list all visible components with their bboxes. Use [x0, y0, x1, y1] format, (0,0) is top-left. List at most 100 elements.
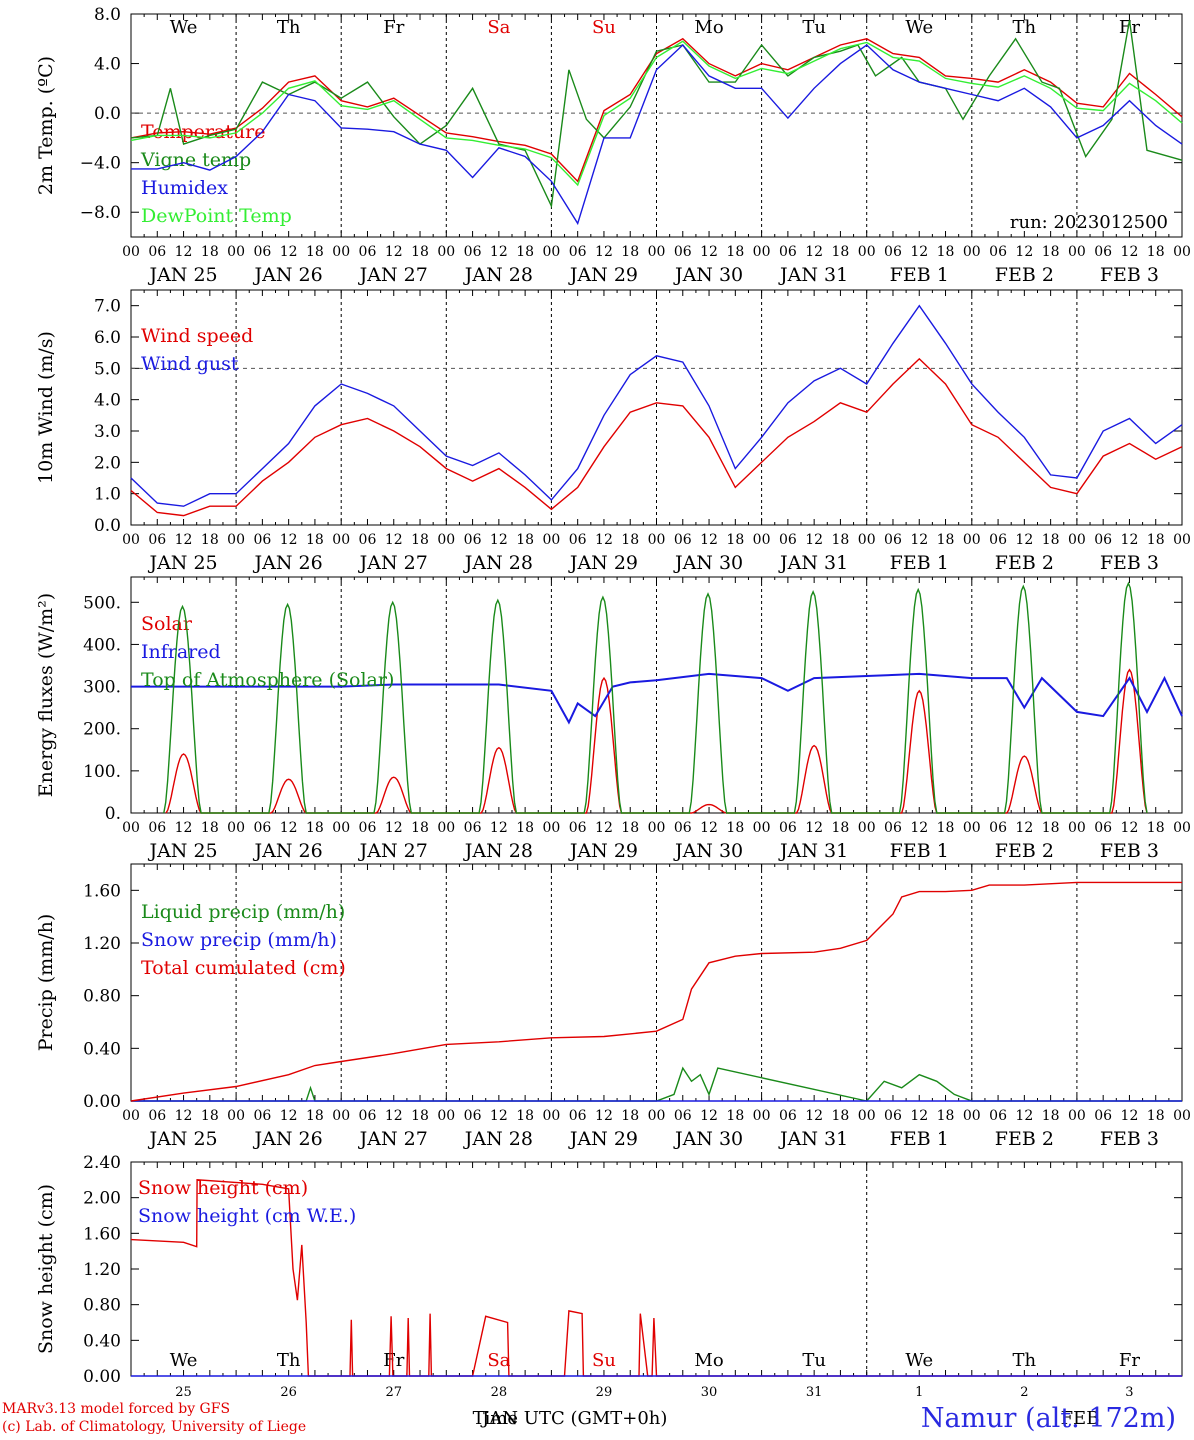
hour-label: 18 [621, 820, 639, 836]
hour-label: 12 [595, 244, 613, 260]
hour-label: 00 [1173, 244, 1191, 260]
date-label: JAN 27 [358, 1128, 428, 1150]
hour-label: 12 [385, 244, 403, 260]
legend-label: Snow precip (mm/h) [141, 929, 337, 951]
y-tick-label: 200. [83, 720, 121, 740]
plot-frame-temp [130, 13, 1183, 238]
day-number-label: 1 [915, 1385, 923, 1400]
day-number-label: 31 [806, 1385, 823, 1400]
day-of-week-label: Th [277, 17, 301, 38]
y-tick-label: 0.80 [83, 1296, 121, 1316]
hour-label: 12 [490, 820, 508, 836]
hour-label: 12 [595, 820, 613, 836]
date-label: JAN 31 [778, 1128, 848, 1150]
hour-label: 12 [490, 1108, 508, 1124]
credit-line: (c) Lab. of Climatology, University of L… [2, 1419, 307, 1435]
model-line: MARv3.13 model forced by GFS [2, 1401, 231, 1417]
legend-label: Snow height (cm W.E.) [138, 1205, 356, 1227]
hour-label: 12 [700, 820, 718, 836]
hour-label: 18 [832, 1108, 850, 1124]
y-tick-label: 1.60 [83, 1224, 121, 1244]
date-label: JAN 27 [358, 840, 428, 862]
hour-label: 18 [1042, 532, 1060, 548]
day-of-week-label: Mo [694, 17, 723, 38]
hour-label: 00 [858, 820, 876, 836]
hour-label: 00 [437, 244, 455, 260]
day-number-label: 3 [1125, 1385, 1133, 1400]
date-label: JAN 31 [778, 552, 848, 574]
hour-label: 06 [569, 532, 587, 548]
y-tick-label: 1.20 [83, 1260, 121, 1280]
hour-label: 18 [1147, 1108, 1165, 1124]
hour-label: 06 [464, 820, 482, 836]
y-tick-label: 0.0 [94, 516, 121, 536]
hour-label: 00 [437, 532, 455, 548]
date-label: JAN 28 [463, 552, 533, 574]
hour-label: 00 [1173, 1108, 1191, 1124]
hour-label: 18 [1147, 820, 1165, 836]
hour-label: 06 [253, 1108, 271, 1124]
hour-label: 00 [542, 532, 560, 548]
series-line-blue [130, 304, 1183, 507]
hour-label: 18 [201, 532, 219, 548]
hour-label: 06 [674, 1108, 692, 1124]
hour-label: 12 [175, 1108, 193, 1124]
hour-label: 00 [753, 1108, 771, 1124]
date-label: FEB 1 [890, 264, 949, 286]
day-number-label: 29 [596, 1385, 613, 1400]
legend-label: Snow height (cm) [138, 1177, 308, 1199]
hour-label: 18 [937, 820, 955, 836]
day-of-week-label: We [905, 17, 933, 38]
hour-label: 06 [779, 532, 797, 548]
date-label: JAN 29 [568, 840, 638, 862]
y-tick-label: 2.00 [83, 1189, 121, 1209]
day-of-week-label: Th [277, 1350, 301, 1371]
hour-label: 06 [989, 244, 1007, 260]
y-axis-label: 10m Wind (m/s) [35, 331, 57, 484]
hour-label: 06 [359, 820, 377, 836]
hour-label: 18 [516, 532, 534, 548]
y-tick-label: −8.0 [80, 203, 121, 223]
y-axis-label: Snow height (cm) [35, 1184, 57, 1354]
hour-label: 00 [227, 532, 245, 548]
date-label: FEB 3 [1100, 552, 1159, 574]
hour-label: 12 [1015, 244, 1033, 260]
hour-label: 18 [1042, 1108, 1060, 1124]
day-of-week-label: Mo [694, 1350, 723, 1371]
day-of-week-label: Fr [1119, 17, 1140, 38]
hour-label: 00 [963, 244, 981, 260]
date-label: FEB 2 [995, 264, 1054, 286]
date-label: JAN 29 [568, 552, 638, 574]
date-label: JAN 30 [673, 264, 743, 286]
hour-label: 12 [280, 1108, 298, 1124]
date-label: JAN 25 [147, 264, 217, 286]
day-of-week-label: Fr [383, 17, 404, 38]
hour-label: 06 [148, 244, 166, 260]
series-line-green [131, 1066, 1182, 1102]
month-label: JAN [480, 1408, 518, 1429]
hour-label: 00 [1068, 1108, 1086, 1124]
hour-label: 12 [700, 532, 718, 548]
date-label: JAN 31 [778, 840, 848, 862]
run-label: run: 2023012500 [1010, 212, 1168, 233]
date-label: FEB 3 [1100, 840, 1159, 862]
hour-label: 12 [385, 532, 403, 548]
hour-label: 12 [805, 532, 823, 548]
model-credit: MARv3.13 model forced by GFS (c) Lab. of… [2, 1400, 306, 1436]
hour-label: 06 [779, 1108, 797, 1124]
hour-label: 00 [122, 1108, 140, 1124]
hour-label: 18 [832, 532, 850, 548]
hour-label: 00 [542, 244, 560, 260]
date-label: FEB 1 [890, 552, 949, 574]
y-tick-label: 7.0 [94, 297, 121, 317]
day-of-week-label: Sa [487, 17, 510, 38]
date-label: JAN 27 [358, 264, 428, 286]
hour-label: 06 [779, 820, 797, 836]
hour-label: 18 [1042, 820, 1060, 836]
date-label: FEB 2 [995, 552, 1054, 574]
hour-label: 00 [332, 1108, 350, 1124]
hour-label: 00 [648, 1108, 666, 1124]
hour-label: 06 [884, 820, 902, 836]
hour-label: 06 [569, 1108, 587, 1124]
